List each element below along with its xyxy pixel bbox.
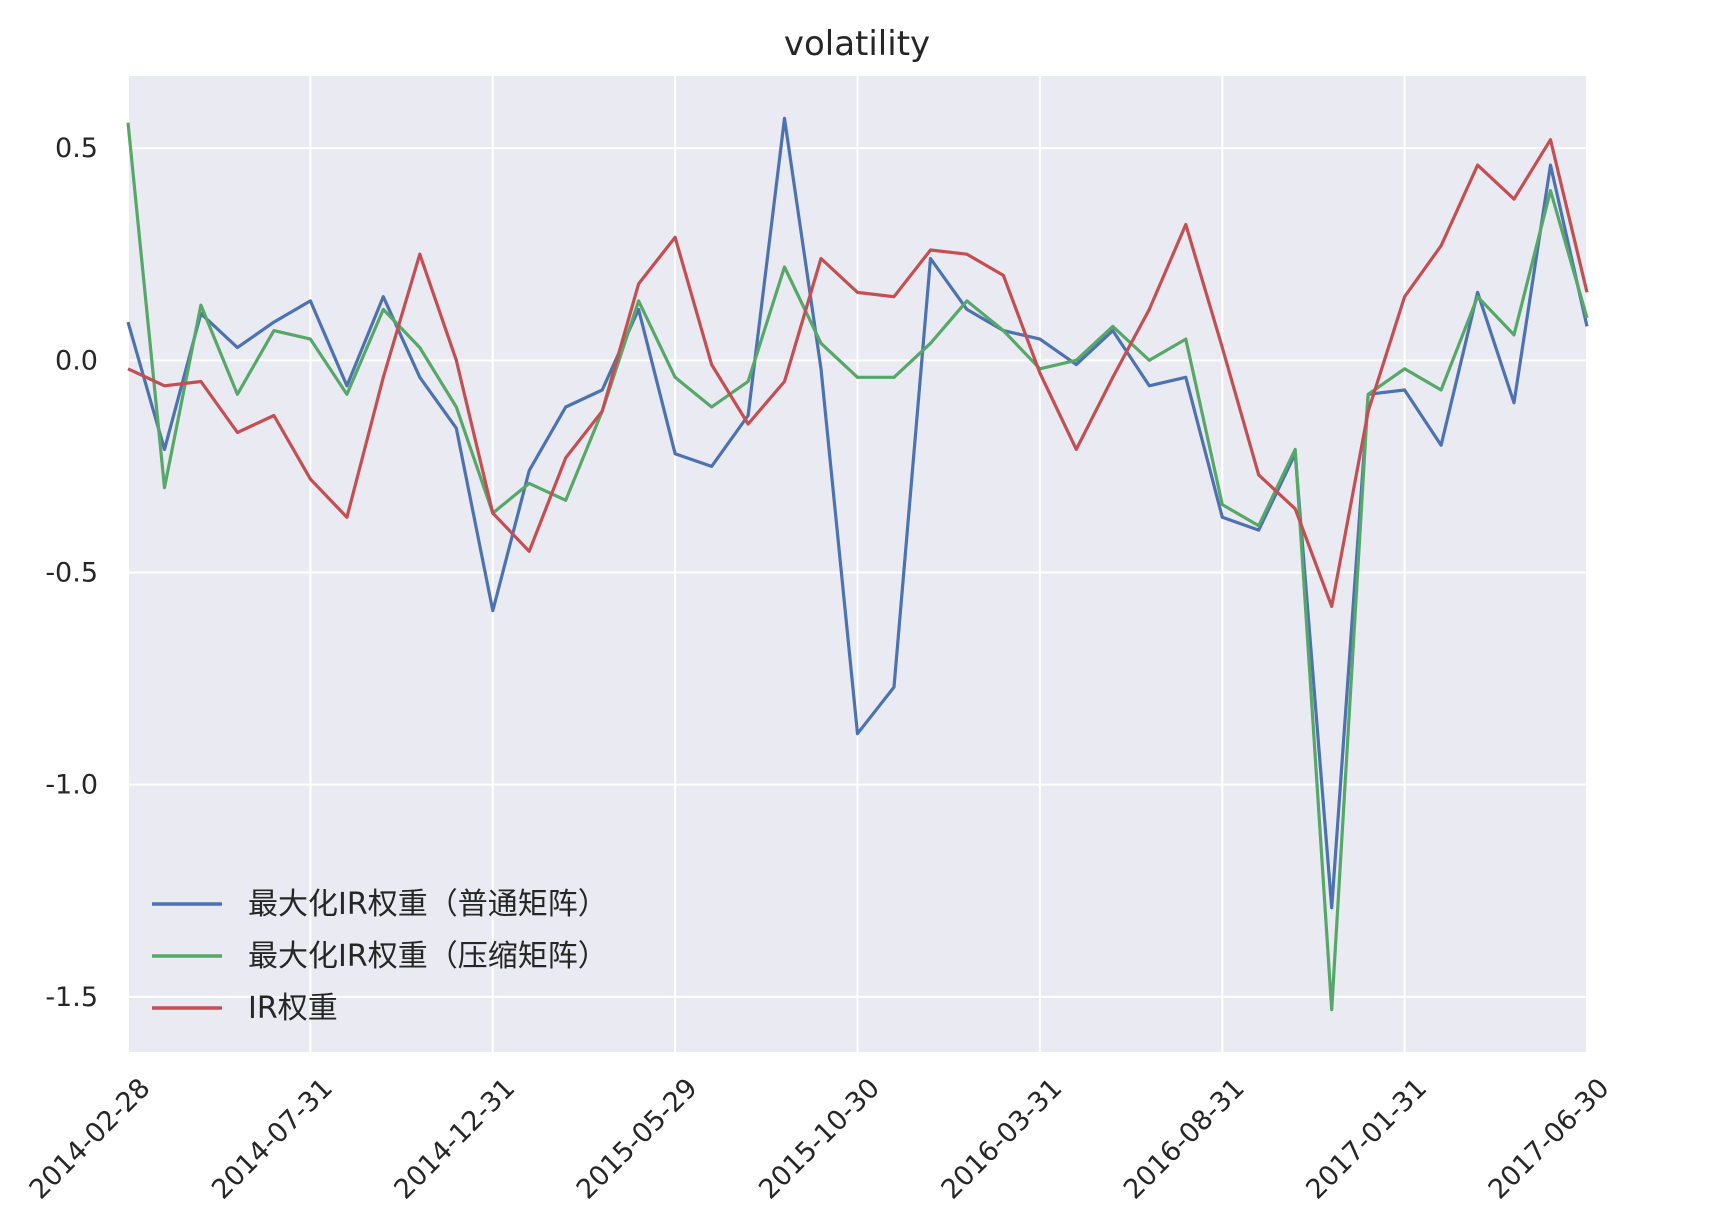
- x-tick-label: 2014-02-28: [24, 1073, 157, 1206]
- legend: 最大化IR权重（普通矩阵） 最大化IR权重（压缩矩阵） IR权重: [152, 887, 608, 1026]
- series-line-2: [127, 138, 1589, 609]
- x-tick-label: 2015-05-29: [571, 1073, 704, 1206]
- x-tick-label: 2014-07-31: [206, 1073, 339, 1206]
- series-line-0: [126, 116, 1589, 910]
- x-tick-label: 2016-08-31: [1118, 1073, 1251, 1206]
- y-tick-label: -0.5: [45, 557, 98, 588]
- x-tick-label: 2014-12-31: [388, 1073, 521, 1206]
- x-tick-label: 2017-01-31: [1300, 1073, 1433, 1206]
- series-line-1: [126, 122, 1589, 1012]
- legend-label-2: IR权重: [248, 991, 338, 1026]
- legend-label-1: 最大化IR权重（压缩矩阵）: [248, 939, 608, 974]
- legend-label-0: 最大化IR权重（普通矩阵）: [248, 887, 608, 922]
- y-tick-label: 0.5: [55, 133, 98, 164]
- x-tick-label: 2015-10-30: [753, 1073, 886, 1206]
- y-tick-label: 0.0: [55, 345, 98, 376]
- series-lines: [126, 116, 1589, 1012]
- y-tick-label: -1.5: [45, 982, 98, 1013]
- x-tick-labels: 2014-02-28 2014-07-31 2014-12-31 2015-05-29…: [24, 1073, 1616, 1206]
- y-tick-labels: 0.5 0.0 -0.5 -1.0 -1.5: [45, 133, 98, 1013]
- y-tick-label: -1.0: [45, 770, 98, 801]
- x-tick-label: 2016-03-31: [936, 1073, 1069, 1206]
- chart-title: volatility: [784, 24, 930, 64]
- x-tick-label: 2017-06-30: [1483, 1073, 1616, 1206]
